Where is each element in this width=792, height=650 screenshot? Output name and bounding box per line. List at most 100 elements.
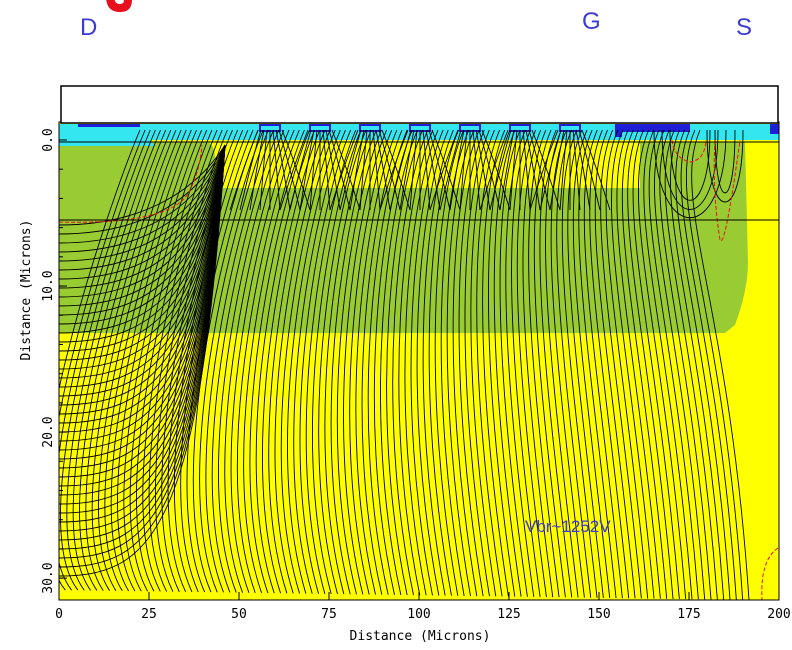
junction-lines	[59, 139, 779, 600]
contour-line	[556, 129, 592, 598]
contour-line	[380, 129, 418, 596]
contour-line	[59, 144, 226, 316]
contour-line	[410, 129, 444, 596]
contour-line	[205, 129, 274, 593]
y-tick-label: 10.0	[41, 270, 56, 301]
contour-line	[398, 129, 434, 596]
contour-line	[539, 129, 562, 211]
contour-line	[339, 129, 362, 211]
contour-line	[59, 144, 226, 325]
y-tick-label: 30.0	[41, 562, 56, 593]
source-label: S	[736, 14, 753, 41]
contour-line	[309, 129, 318, 211]
contour-line	[389, 129, 412, 211]
contour-line	[525, 129, 541, 211]
contour-line	[373, 129, 413, 595]
contour-line	[142, 129, 223, 592]
contour-line	[578, 129, 617, 599]
contour-line	[706, 129, 744, 203]
contour-line	[425, 129, 441, 211]
contour-line	[409, 129, 418, 211]
contour-line	[59, 144, 226, 370]
contour-line	[229, 129, 259, 211]
contour-line	[59, 144, 226, 343]
contour-line	[472, 129, 481, 211]
x-tick-label: 125	[497, 607, 520, 622]
x-axis-label: Distance (Microns)	[350, 629, 491, 644]
contour-line	[392, 129, 429, 596]
contour-line	[611, 129, 655, 599]
contour-line	[59, 144, 226, 271]
contour-line	[522, 129, 554, 598]
contour-line	[59, 144, 226, 298]
contour-line	[648, 129, 699, 600]
gate-metal	[615, 124, 690, 137]
contour-line	[318, 129, 367, 595]
contour-line	[230, 129, 295, 593]
contour-line	[550, 129, 585, 598]
contour-line	[98, 129, 187, 592]
contour-line	[299, 129, 352, 594]
contour-line	[268, 129, 326, 594]
contour-line	[549, 129, 565, 211]
contour-line	[627, 129, 674, 599]
contour-line	[275, 129, 291, 211]
x-tick-label: 0	[55, 607, 63, 622]
contour-line	[589, 129, 630, 599]
contour-line	[167, 129, 244, 593]
contour-line	[481, 129, 511, 211]
contour-line	[59, 144, 226, 361]
contour-line	[239, 129, 262, 211]
gate-label: G	[582, 8, 601, 35]
contour-line	[643, 129, 693, 600]
contour-line	[249, 129, 265, 211]
x-tick-label: 75	[321, 607, 337, 622]
contour-line	[278, 129, 301, 211]
contour-line	[464, 129, 490, 597]
contour-line	[478, 129, 501, 211]
contour-line	[59, 144, 226, 388]
contour-line	[117, 129, 203, 592]
breakdown-voltage-annotation: Vbr~1252V	[525, 517, 611, 536]
contour-line	[572, 129, 581, 211]
contour-line	[509, 129, 518, 211]
contour-line	[211, 129, 280, 593]
x-tick-label: 175	[677, 607, 700, 622]
potential-contours	[59, 129, 750, 600]
contour-line	[528, 129, 560, 598]
contour-line	[529, 129, 559, 211]
contour-line	[336, 129, 382, 595]
contour-line	[378, 129, 401, 211]
contour-line	[470, 129, 497, 597]
contour-line	[59, 144, 226, 244]
contour-line	[659, 129, 712, 600]
contour-line	[621, 129, 668, 599]
contour-line	[59, 144, 226, 379]
contour-line	[431, 129, 461, 211]
contour-line	[279, 129, 309, 211]
contour-line	[255, 129, 316, 594]
contour-line	[59, 144, 226, 415]
contour-line	[59, 144, 226, 289]
contour-line	[422, 129, 431, 211]
contour-line	[446, 129, 475, 597]
contour-line	[91, 129, 182, 591]
contour-line	[59, 144, 226, 577]
contour-line	[136, 129, 218, 592]
contour-line	[379, 129, 409, 211]
contour-line	[505, 129, 535, 597]
contour-line	[355, 129, 398, 595]
contour-line	[661, 129, 719, 210]
contour-line	[59, 144, 226, 451]
contour-line	[349, 129, 365, 211]
contour-line	[449, 129, 465, 211]
contour-line	[429, 129, 459, 211]
contour-line	[349, 129, 393, 595]
contour-line	[714, 129, 736, 194]
contour-line	[572, 129, 611, 599]
contour-line	[428, 129, 459, 596]
contour-line	[488, 129, 516, 597]
yellow-source-region	[752, 140, 779, 600]
contour-line	[287, 129, 341, 594]
contour-line	[459, 129, 468, 211]
